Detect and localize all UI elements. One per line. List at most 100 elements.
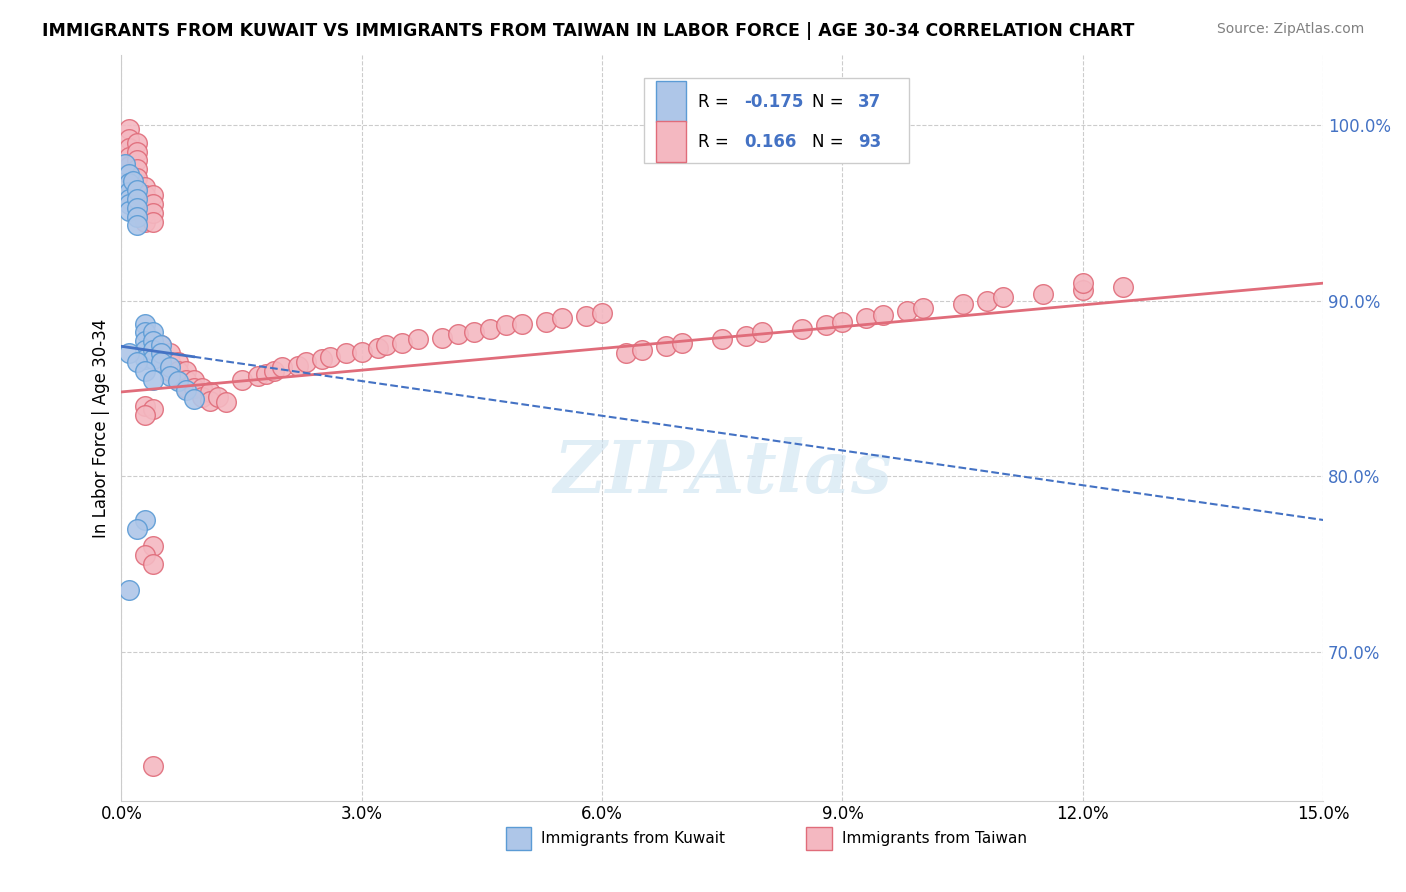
Point: [166, 364, 188, 378]
Point: [711, 332, 734, 346]
Point: [350, 344, 373, 359]
Point: [294, 355, 316, 369]
Text: -0.175: -0.175: [744, 93, 803, 111]
Point: [127, 522, 149, 536]
Point: [118, 121, 141, 136]
Text: N =: N =: [813, 93, 849, 111]
Point: [575, 310, 598, 324]
Point: [150, 355, 173, 369]
Point: [159, 355, 181, 369]
Point: [142, 758, 165, 772]
Point: [142, 539, 165, 553]
Point: [270, 360, 292, 375]
Text: R =: R =: [699, 133, 734, 151]
Point: [127, 136, 149, 150]
Point: [118, 192, 141, 206]
Point: [655, 339, 678, 353]
Point: [127, 192, 149, 206]
Point: [159, 346, 181, 360]
Text: Immigrants from Kuwait: Immigrants from Kuwait: [541, 830, 725, 846]
Point: [127, 201, 149, 215]
Point: [118, 159, 141, 173]
Point: [1071, 283, 1094, 297]
Point: [134, 326, 156, 340]
Text: ZIPAtlas: ZIPAtlas: [553, 437, 891, 508]
Point: [159, 364, 181, 378]
Point: [150, 346, 173, 360]
Point: [614, 346, 637, 360]
Point: [463, 326, 485, 340]
Point: [134, 206, 156, 220]
Point: [142, 373, 165, 387]
Point: [631, 343, 654, 357]
Point: [134, 179, 156, 194]
Point: [391, 335, 413, 350]
Point: [287, 359, 309, 373]
Point: [150, 355, 173, 369]
Point: [246, 369, 269, 384]
Point: [792, 322, 814, 336]
FancyBboxPatch shape: [644, 78, 908, 163]
Point: [254, 368, 277, 382]
Point: [214, 395, 236, 409]
Point: [118, 132, 141, 146]
Point: [127, 170, 149, 185]
Point: [183, 373, 205, 387]
Point: [134, 548, 156, 562]
Point: [142, 343, 165, 357]
Point: [150, 337, 173, 351]
Point: [118, 185, 141, 199]
Point: [952, 297, 974, 311]
Point: [174, 364, 197, 378]
Point: [142, 557, 165, 571]
Point: [183, 392, 205, 406]
Point: [134, 513, 156, 527]
Text: N =: N =: [813, 133, 849, 151]
Text: 93: 93: [858, 133, 882, 151]
Point: [118, 176, 141, 190]
Text: 37: 37: [858, 93, 882, 111]
Point: [190, 381, 212, 395]
Point: [127, 183, 149, 197]
Point: [319, 350, 342, 364]
Point: [406, 332, 429, 346]
Point: [142, 351, 165, 366]
Point: [142, 402, 165, 417]
Point: [174, 373, 197, 387]
Point: [815, 318, 838, 333]
Point: [134, 317, 156, 331]
Point: [166, 375, 188, 389]
Point: [751, 326, 773, 340]
Point: [134, 351, 156, 366]
Point: [166, 355, 188, 369]
Point: [127, 219, 149, 233]
Point: [142, 326, 165, 340]
Point: [134, 334, 156, 348]
Point: [159, 360, 181, 375]
Point: [159, 369, 181, 384]
Point: [1032, 286, 1054, 301]
Point: [122, 174, 145, 188]
Point: [311, 351, 333, 366]
Point: [534, 315, 557, 329]
Point: [174, 383, 197, 397]
Point: [495, 318, 517, 333]
Point: [855, 311, 877, 326]
Point: [118, 346, 141, 360]
Point: [134, 343, 156, 357]
Point: [911, 301, 934, 315]
Point: [190, 390, 212, 404]
Point: [134, 197, 156, 211]
Point: [142, 188, 165, 202]
Point: [896, 304, 918, 318]
Text: 0.166: 0.166: [744, 133, 796, 151]
Point: [127, 162, 149, 177]
Point: [127, 145, 149, 159]
Point: [118, 168, 141, 182]
Point: [671, 335, 693, 350]
Point: [430, 330, 453, 344]
Point: [174, 381, 197, 395]
Point: [150, 337, 173, 351]
Point: [551, 311, 574, 326]
FancyBboxPatch shape: [657, 81, 686, 122]
